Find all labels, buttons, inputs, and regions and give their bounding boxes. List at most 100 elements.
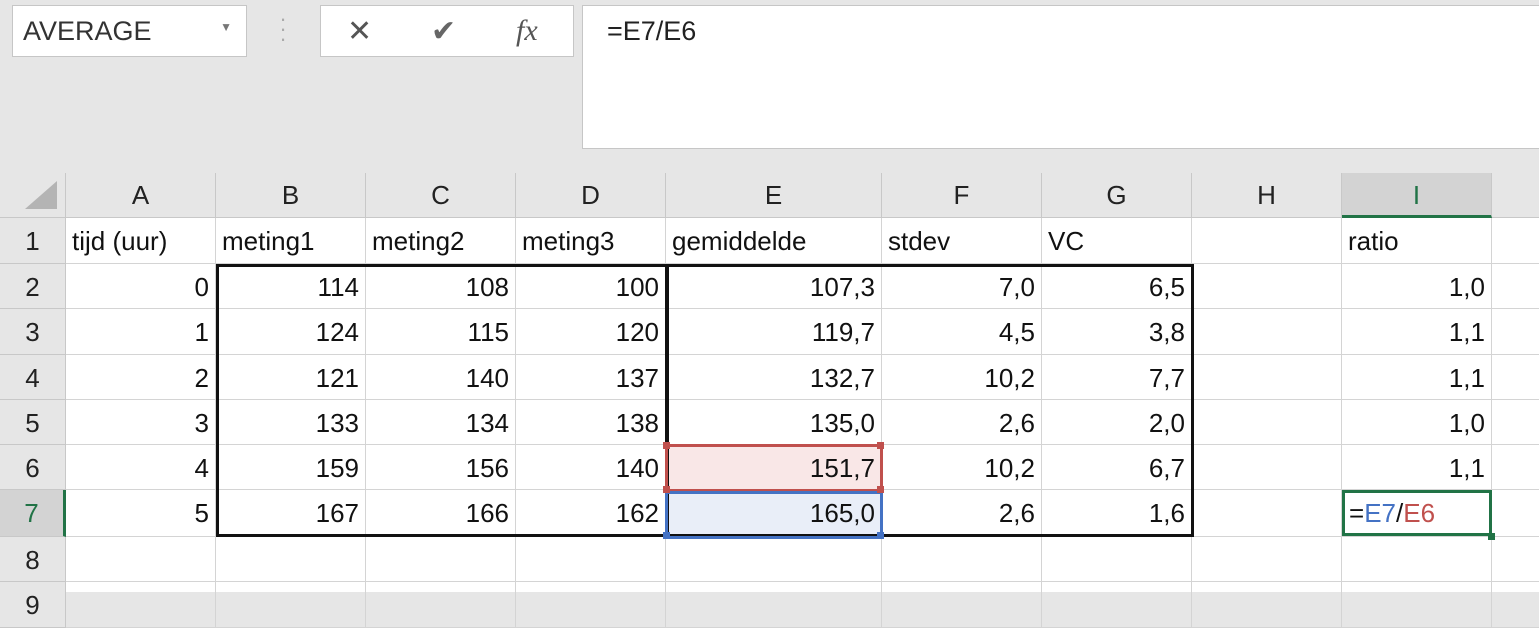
cell-D9[interactable] <box>516 582 666 628</box>
cell-C2[interactable]: 108 <box>366 264 516 309</box>
cell-C1[interactable]: meting2 <box>366 218 516 264</box>
cell-A9[interactable] <box>66 582 216 628</box>
cell-E3[interactable]: 119,7 <box>666 309 882 355</box>
cell-H9[interactable] <box>1192 582 1342 628</box>
cell-G3[interactable]: 3,8 <box>1042 309 1192 355</box>
cell-I3[interactable]: 1,1 <box>1342 309 1492 355</box>
cell-J4[interactable] <box>1492 355 1539 400</box>
cell-F1[interactable]: stdev <box>882 218 1042 264</box>
cell-F7[interactable]: 2,6 <box>882 490 1042 537</box>
column-header-G[interactable]: G <box>1042 173 1192 218</box>
cell-H3[interactable] <box>1192 309 1342 355</box>
fx-icon[interactable]: fx <box>516 14 538 47</box>
column-header-B[interactable]: B <box>216 173 366 218</box>
cell-A2[interactable]: 0 <box>66 264 216 309</box>
cell-I4[interactable]: 1,1 <box>1342 355 1492 400</box>
cell-G8[interactable] <box>1042 537 1192 582</box>
drag-handle-icon[interactable]: · · · <box>279 6 287 51</box>
resize-handle[interactable] <box>663 442 670 449</box>
cell-E7[interactable]: 165,0 <box>666 490 882 537</box>
column-header-J[interactable] <box>1492 173 1539 218</box>
cell-C4[interactable]: 140 <box>366 355 516 400</box>
cell-F6[interactable]: 10,2 <box>882 445 1042 490</box>
cell-C8[interactable] <box>366 537 516 582</box>
cell-H7[interactable] <box>1192 490 1342 537</box>
cell-E5[interactable]: 135,0 <box>666 400 882 445</box>
cell-B1[interactable]: meting1 <box>216 218 366 264</box>
cell-D7[interactable]: 162 <box>516 490 666 537</box>
column-header-A[interactable]: A <box>66 173 216 218</box>
cell-A6[interactable]: 4 <box>66 445 216 490</box>
cell-G4[interactable]: 7,7 <box>1042 355 1192 400</box>
cell-B3[interactable]: 124 <box>216 309 366 355</box>
cell-H2[interactable] <box>1192 264 1342 309</box>
cell-C7[interactable]: 166 <box>366 490 516 537</box>
cell-A3[interactable]: 1 <box>66 309 216 355</box>
cell-C9[interactable] <box>366 582 516 628</box>
fill-handle[interactable] <box>1488 533 1495 540</box>
cell-H4[interactable] <box>1192 355 1342 400</box>
column-header-C[interactable]: C <box>366 173 516 218</box>
cell-C5[interactable]: 134 <box>366 400 516 445</box>
cell-D6[interactable]: 140 <box>516 445 666 490</box>
column-header-H[interactable]: H <box>1192 173 1342 218</box>
row-header-7[interactable]: 7 <box>0 490 66 537</box>
cell-C6[interactable]: 156 <box>366 445 516 490</box>
cell-H8[interactable] <box>1192 537 1342 582</box>
row-header-2[interactable]: 2 <box>0 264 66 309</box>
cell-G9[interactable] <box>1042 582 1192 628</box>
cell-I5[interactable]: 1,0 <box>1342 400 1492 445</box>
cell-E6[interactable]: 151,7 <box>666 445 882 490</box>
cell-I1[interactable]: ratio <box>1342 218 1492 264</box>
name-box[interactable]: AVERAGE ▼ <box>12 5 247 57</box>
cell-H1[interactable] <box>1192 218 1342 264</box>
column-header-I[interactable]: I <box>1342 173 1492 218</box>
resize-handle[interactable] <box>663 532 670 539</box>
cell-J2[interactable] <box>1492 264 1539 309</box>
cell-E1[interactable]: gemiddelde <box>666 218 882 264</box>
cell-E2[interactable]: 107,3 <box>666 264 882 309</box>
row-header-3[interactable]: 3 <box>0 309 66 355</box>
cell-B7[interactable]: 167 <box>216 490 366 537</box>
cell-F8[interactable] <box>882 537 1042 582</box>
cell-J6[interactable] <box>1492 445 1539 490</box>
cell-F3[interactable]: 4,5 <box>882 309 1042 355</box>
cell-A8[interactable] <box>66 537 216 582</box>
cell-E8[interactable] <box>666 537 882 582</box>
cell-D2[interactable]: 100 <box>516 264 666 309</box>
resize-handle[interactable] <box>877 442 884 449</box>
cell-B6[interactable]: 159 <box>216 445 366 490</box>
cell-J9[interactable] <box>1492 582 1539 628</box>
cell-G1[interactable]: VC <box>1042 218 1192 264</box>
cell-I6[interactable]: 1,1 <box>1342 445 1492 490</box>
cell-H5[interactable] <box>1192 400 1342 445</box>
cell-G5[interactable]: 2,0 <box>1042 400 1192 445</box>
row-header-1[interactable]: 1 <box>0 218 66 264</box>
cell-G6[interactable]: 6,7 <box>1042 445 1192 490</box>
chevron-down-icon[interactable]: ▼ <box>220 20 232 34</box>
resize-handle[interactable] <box>877 532 884 539</box>
cell-J7[interactable] <box>1492 490 1539 537</box>
cell-B4[interactable]: 121 <box>216 355 366 400</box>
cell-G2[interactable]: 6,5 <box>1042 264 1192 309</box>
cell-J3[interactable] <box>1492 309 1539 355</box>
cell-F9[interactable] <box>882 582 1042 628</box>
cell-D1[interactable]: meting3 <box>516 218 666 264</box>
row-header-8[interactable]: 8 <box>0 537 66 582</box>
cell-E4[interactable]: 132,7 <box>666 355 882 400</box>
cell-F2[interactable]: 7,0 <box>882 264 1042 309</box>
row-header-4[interactable]: 4 <box>0 355 66 400</box>
cell-I9[interactable] <box>1342 582 1492 628</box>
cell-F5[interactable]: 2,6 <box>882 400 1042 445</box>
row-header-9[interactable]: 9 <box>0 582 66 628</box>
cell-A5[interactable]: 3 <box>66 400 216 445</box>
cell-A1[interactable]: tijd (uur) <box>66 218 216 264</box>
cell-F4[interactable]: 10,2 <box>882 355 1042 400</box>
cell-J8[interactable] <box>1492 537 1539 582</box>
cell-J1[interactable] <box>1492 218 1539 264</box>
cell-D4[interactable]: 137 <box>516 355 666 400</box>
cell-J5[interactable] <box>1492 400 1539 445</box>
cell-G7[interactable]: 1,6 <box>1042 490 1192 537</box>
cell-D5[interactable]: 138 <box>516 400 666 445</box>
cell-B2[interactable]: 114 <box>216 264 366 309</box>
